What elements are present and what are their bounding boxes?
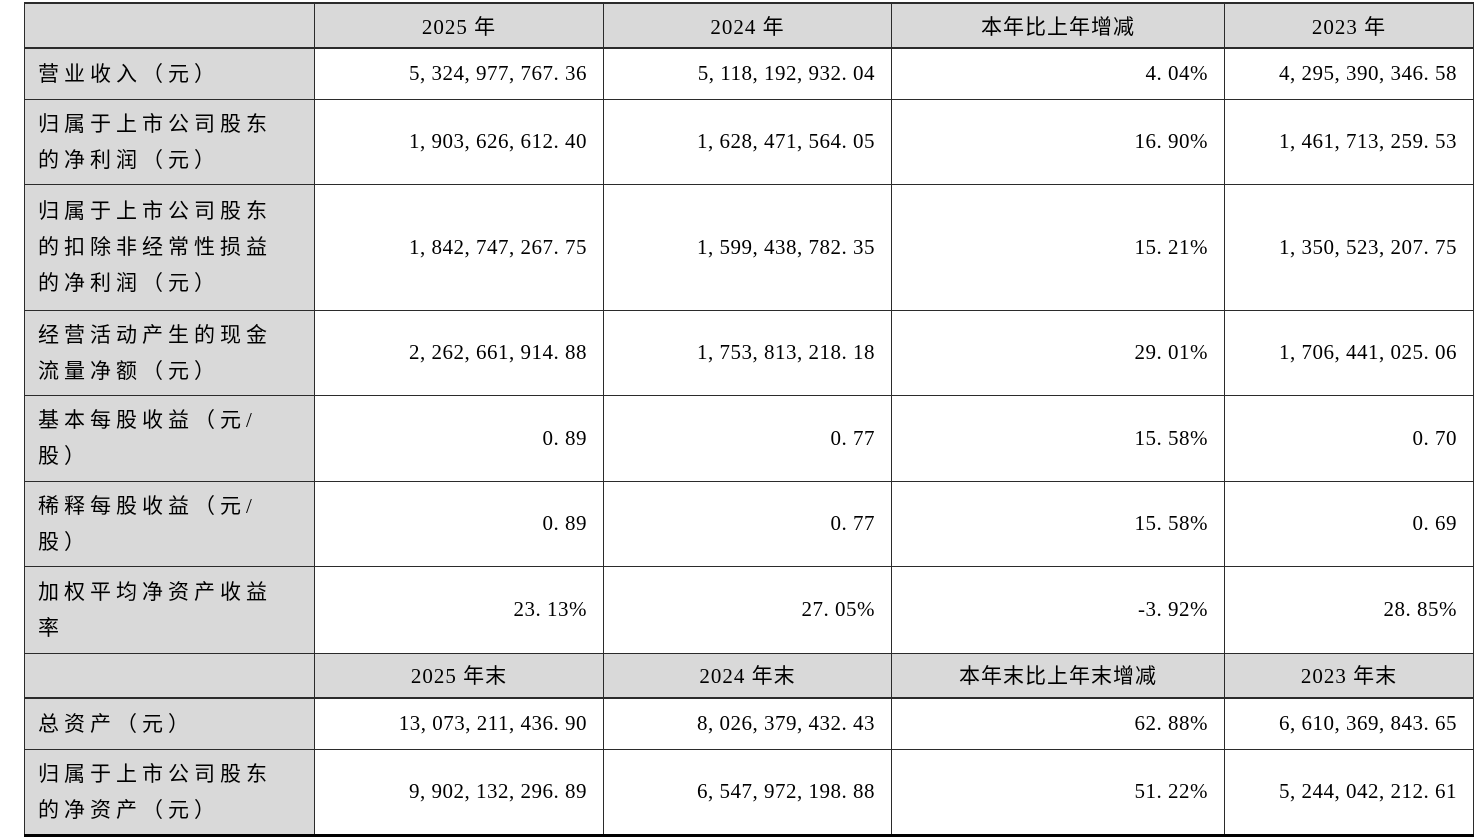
metric-label-cell: 归属于上市公司股东 的扣除非经常性损益 的净利润（元） bbox=[24, 183, 315, 311]
value-2023-cell: 4, 295, 390, 346. 58 bbox=[1224, 47, 1474, 100]
yoy-change-cell: 62. 88% bbox=[891, 697, 1225, 750]
yoy-change-cell: 15. 58% bbox=[891, 480, 1225, 567]
yoy-change-cell: 16. 90% bbox=[891, 98, 1225, 185]
header-blank-cell bbox=[24, 652, 315, 699]
header-2024-yearend: 2024 年末 bbox=[603, 652, 892, 699]
yoy-change-cell: 4. 04% bbox=[891, 47, 1225, 100]
value-2023-cell: 6, 610, 369, 843. 65 bbox=[1224, 697, 1474, 750]
value-2023-cell: 1, 706, 441, 025. 06 bbox=[1224, 309, 1474, 396]
header-yearend-change: 本年末比上年末增减 bbox=[891, 652, 1225, 699]
header-2024: 2024 年 bbox=[603, 2, 892, 49]
value-2023-cell: 0. 69 bbox=[1224, 480, 1474, 567]
metric-label-cell: 基本每股收益（元/ 股） bbox=[24, 394, 315, 482]
table-row-total-assets: 总资产（元） 13, 073, 211, 436. 90 8, 026, 379… bbox=[24, 697, 1474, 750]
header-yoy-change: 本年比上年增减 bbox=[891, 2, 1225, 49]
value-2025-cell: 5, 324, 977, 767. 36 bbox=[314, 47, 604, 100]
header-2023-yearend: 2023 年末 bbox=[1224, 652, 1474, 699]
value-2023-cell: 0. 70 bbox=[1224, 394, 1474, 482]
yoy-change-cell: -3. 92% bbox=[891, 565, 1225, 654]
header-2025: 2025 年 bbox=[314, 2, 604, 49]
value-2025-cell: 0. 89 bbox=[314, 480, 604, 567]
value-2025-cell: 9, 902, 132, 296. 89 bbox=[314, 748, 604, 836]
table-row-operating-cash-flow: 经营活动产生的现金 流量净额（元） 2, 262, 661, 914. 88 1… bbox=[24, 309, 1474, 396]
value-2025-cell: 23. 13% bbox=[314, 565, 604, 654]
value-2025-cell: 2, 262, 661, 914. 88 bbox=[314, 309, 604, 396]
header-blank-cell bbox=[24, 2, 315, 49]
value-2025-cell: 1, 903, 626, 612. 40 bbox=[314, 98, 604, 185]
value-2024-cell: 1, 753, 813, 218. 18 bbox=[603, 309, 892, 396]
value-2025-cell: 13, 073, 211, 436. 90 bbox=[314, 697, 604, 750]
value-2024-cell: 0. 77 bbox=[603, 480, 892, 567]
value-2024-cell: 1, 628, 471, 564. 05 bbox=[603, 98, 892, 185]
header-2023: 2023 年 bbox=[1224, 2, 1474, 49]
value-2024-cell: 1, 599, 438, 782. 35 bbox=[603, 183, 892, 311]
table-row-net-assets: 归属于上市公司股东 的净资产（元） 9, 902, 132, 296. 89 6… bbox=[24, 748, 1474, 836]
value-2024-cell: 27. 05% bbox=[603, 565, 892, 654]
metric-label-cell: 总资产（元） bbox=[24, 697, 315, 750]
metric-label-cell: 营业收入（元） bbox=[24, 47, 315, 100]
value-2023-cell: 28. 85% bbox=[1224, 565, 1474, 654]
table-row-weighted-avg-roe: 加权平均净资产收益 率 23. 13% 27. 05% -3. 92% 28. … bbox=[24, 565, 1474, 654]
yearend-header-row: 2025 年末 2024 年末 本年末比上年末增减 2023 年末 bbox=[24, 652, 1474, 699]
header-2025-yearend: 2025 年末 bbox=[314, 652, 604, 699]
metric-label-cell: 归属于上市公司股东 的净利润（元） bbox=[24, 98, 315, 185]
value-2024-cell: 0. 77 bbox=[603, 394, 892, 482]
period-header-row: 2025 年 2024 年 本年比上年增减 2023 年 bbox=[24, 2, 1474, 49]
financial-summary-table: 2025 年 2024 年 本年比上年增减 2023 年 营业收入（元） 5, … bbox=[24, 2, 1474, 837]
metric-label-cell: 稀释每股收益（元/ 股） bbox=[24, 480, 315, 567]
value-2023-cell: 1, 350, 523, 207. 75 bbox=[1224, 183, 1474, 311]
metric-label-cell: 经营活动产生的现金 流量净额（元） bbox=[24, 309, 315, 396]
yoy-change-cell: 51. 22% bbox=[891, 748, 1225, 836]
metric-label-cell: 加权平均净资产收益 率 bbox=[24, 565, 315, 654]
yoy-change-cell: 29. 01% bbox=[891, 309, 1225, 396]
yoy-change-cell: 15. 58% bbox=[891, 394, 1225, 482]
table-row-diluted-eps: 稀释每股收益（元/ 股） 0. 89 0. 77 15. 58% 0. 69 bbox=[24, 480, 1474, 567]
value-2023-cell: 5, 244, 042, 212. 61 bbox=[1224, 748, 1474, 836]
value-2024-cell: 6, 547, 972, 198. 88 bbox=[603, 748, 892, 836]
value-2025-cell: 0. 89 bbox=[314, 394, 604, 482]
yoy-change-cell: 15. 21% bbox=[891, 183, 1225, 311]
table-row-basic-eps: 基本每股收益（元/ 股） 0. 89 0. 77 15. 58% 0. 70 bbox=[24, 394, 1474, 482]
metric-label-cell: 归属于上市公司股东 的净资产（元） bbox=[24, 748, 315, 836]
table-row-revenue: 营业收入（元） 5, 324, 977, 767. 36 5, 118, 192… bbox=[24, 47, 1474, 100]
table-row-net-profit: 归属于上市公司股东 的净利润（元） 1, 903, 626, 612. 40 1… bbox=[24, 98, 1474, 185]
value-2024-cell: 8, 026, 379, 432. 43 bbox=[603, 697, 892, 750]
value-2023-cell: 1, 461, 713, 259. 53 bbox=[1224, 98, 1474, 185]
value-2025-cell: 1, 842, 747, 267. 75 bbox=[314, 183, 604, 311]
value-2024-cell: 5, 118, 192, 932. 04 bbox=[603, 47, 892, 100]
table-row-deducted-net-profit: 归属于上市公司股东 的扣除非经常性损益 的净利润（元） 1, 842, 747,… bbox=[24, 183, 1474, 311]
